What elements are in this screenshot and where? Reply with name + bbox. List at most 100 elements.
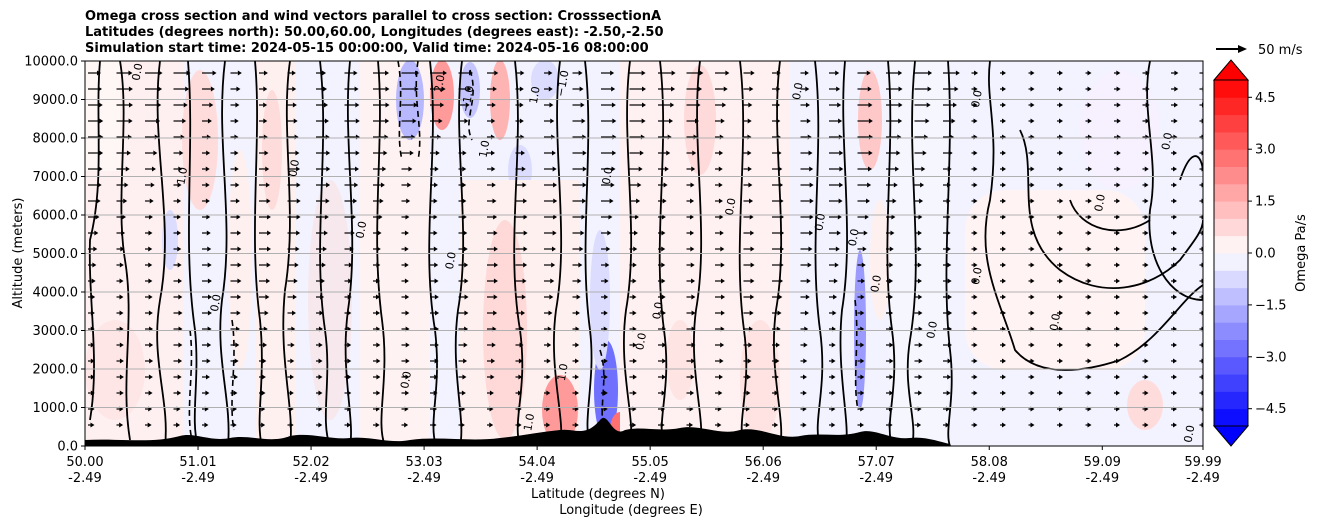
wind-vector-head [405,310,410,316]
wind-vector-head [837,102,842,108]
wind-vector-head [747,150,752,156]
wind-vector-head [1059,150,1064,156]
wind-vector-head [518,390,523,396]
wind-vector-head [148,262,153,268]
wind-vector-head [918,374,923,380]
wind-vector-head [235,198,240,204]
wind-vector-head [493,294,498,300]
wind-vector-head [432,422,437,428]
wind-vector-head [546,422,551,428]
contour-label: 0.0 [969,266,985,285]
wind-vector-head [718,390,723,396]
wind-vector-head [946,246,951,252]
wind-vector-head [831,342,836,348]
wind-vector-head [319,310,324,316]
wind-vector-head [205,166,210,172]
wind-vector-head [1002,166,1006,172]
wind-vector-head [604,278,609,284]
wind-vector-head [99,118,104,124]
wind-vector-head [632,278,637,284]
title-line-1: Omega cross section and wind vectors par… [85,9,662,24]
wind-vector-head [232,422,237,428]
wind-vector-head [859,422,864,428]
wind-vector-head [1144,374,1149,380]
wind-vector-head [720,310,725,316]
wind-vector-head [748,102,753,108]
wind-vector-head [973,182,978,188]
x-tick-label-lat: 57.07 [858,455,895,470]
wind-vector-head [549,294,554,300]
wind-vector-head [779,262,784,268]
wind-vector-head [632,294,637,300]
wind-vector-head [918,342,923,348]
wind-vector-head [641,70,646,76]
wind-vector-head [355,118,360,124]
wind-vector-head [671,70,676,76]
wind-vector-head [379,198,384,204]
wind-vector-head [434,182,439,188]
colorbar-tick-label: −4.5 [1255,402,1287,417]
wind-vector-head [489,390,494,396]
wind-vector-head [176,422,181,428]
wind-vector-head [1002,358,1006,364]
colorbar-swatch [1214,408,1248,427]
wind-vector-head [462,150,467,156]
wind-vector-head [948,310,953,316]
colorbar-swatch [1214,304,1248,323]
wind-vector-head [1201,118,1203,124]
x-axis-label-longitude: Longitude (degrees E) [559,503,703,518]
wind-vector-head [318,390,323,396]
x-tick-label-lat: 53.03 [405,455,442,470]
wind-vector-head [90,374,95,380]
wind-vector-head [1059,102,1063,108]
wind-vector-head [236,86,241,92]
wind-vector-head [611,102,616,108]
colorbar-swatch [1214,131,1248,150]
wind-vector-head [148,294,153,300]
wind-vector-head [468,70,473,76]
wind-vector-head [832,310,837,316]
wind-vector-head [918,294,923,300]
wind-vector-head [952,102,957,108]
wind-vector-head [182,118,187,124]
wind-vector-head [974,70,979,76]
wind-vector-head [1059,310,1063,316]
wind-vector-head [519,102,524,108]
wind-vector-head [375,294,380,300]
wind-vector-head [802,390,807,396]
wind-vector-head [661,278,666,284]
wind-vector-head [808,150,813,156]
wind-vector-head [1087,374,1092,380]
wind-vector-head [1087,422,1092,428]
wind-vector-head [322,246,327,252]
wind-vector-head [149,198,154,204]
contour-label: 1.0 [555,362,571,381]
wind-vector-head [1116,70,1121,76]
wind-vector-head [973,230,978,236]
contour-labels: 0.01.00.00.00.00.02.01.00.0−1.0 1.0 −1.01.… [130,62,1198,443]
wind-vector-head [776,86,781,92]
wind-vector-head [889,374,894,380]
wind-vector-head [1116,294,1120,300]
wind-vector-head [581,214,586,220]
wind-vector-head [1059,246,1063,252]
wind-vector-head [609,198,614,204]
wind-vector-head [634,230,639,236]
contour-label: 0.0 [633,332,649,351]
wind-vector-head [662,198,667,204]
wind-vector-head [119,422,124,428]
x-tick-label-lon: -2.49 [746,471,780,486]
wind-vector-head [920,182,925,188]
wind-vector-head [1116,374,1120,380]
wind-vector-head [264,150,269,156]
wind-vector-head [178,166,183,172]
wind-vector-head [94,230,99,236]
wind-vector-head [889,358,894,364]
wind-vector-head [605,262,610,268]
wind-vector-head [462,166,467,172]
wind-vector-head [177,246,182,252]
wind-vector-head [1002,230,1006,236]
wind-vector-head [718,166,723,172]
wind-vector-head [289,390,294,396]
wind-vector-head [1002,310,1006,316]
